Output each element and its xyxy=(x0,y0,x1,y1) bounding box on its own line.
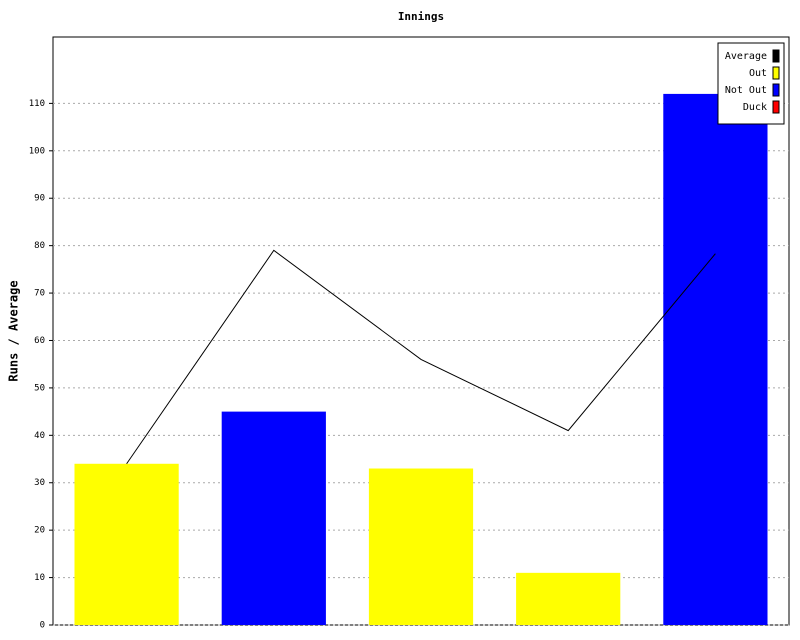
bar xyxy=(663,93,768,626)
y-tick-label: 70 xyxy=(34,289,45,299)
bar xyxy=(516,572,621,625)
y-tick-label: 110 xyxy=(29,99,45,109)
y-tick-label: 0 xyxy=(40,621,45,631)
legend-label: Average xyxy=(725,51,767,62)
y-tick-label: 100 xyxy=(29,146,45,156)
legend-swatch xyxy=(772,66,780,80)
bar xyxy=(368,468,474,625)
y-tick-label: 60 xyxy=(34,336,45,346)
legend-label: Out xyxy=(749,68,767,79)
legend: Average Out Not Out Duck xyxy=(717,42,785,125)
bar xyxy=(74,463,179,625)
legend-swatch xyxy=(772,100,780,114)
y-tick-label: 40 xyxy=(34,431,45,441)
legend-label: Duck xyxy=(743,102,767,113)
y-tick-label: 10 xyxy=(34,573,45,583)
bar xyxy=(221,411,326,625)
y-axis-label: Runs / Average xyxy=(7,280,21,381)
y-tick-label: 30 xyxy=(34,478,45,488)
y-tick-label: 20 xyxy=(34,526,45,536)
chart-title: Innings xyxy=(398,10,444,23)
line xyxy=(126,249,716,465)
legend-label: Not Out xyxy=(725,85,767,96)
legend-swatch xyxy=(772,49,780,63)
y-tick-label: 80 xyxy=(34,241,45,251)
legend-swatch xyxy=(772,83,780,97)
y-tick-label: 50 xyxy=(34,383,45,393)
y-tick-label: 90 xyxy=(34,194,45,204)
